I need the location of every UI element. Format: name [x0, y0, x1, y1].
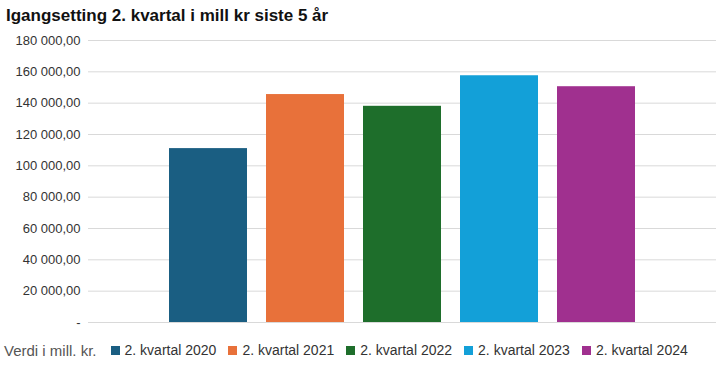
- html-text:2. kvartal 2020: 2. kvartal 2020: [124, 342, 217, 358]
- svg-text:-: -: [76, 315, 80, 330]
- html-text:2. kvartal 2022: 2. kvartal 2022: [360, 342, 453, 358]
- svg-text:60 000,00: 60 000,00: [23, 221, 81, 236]
- svg-text:80 000,00: 80 000,00: [23, 189, 81, 204]
- html-text:2. kvartal 2024: 2. kvartal 2024: [595, 342, 688, 358]
- svg-text:180 000,00: 180 000,00: [15, 33, 80, 48]
- html-text:Verdi i mill. kr.: Verdi i mill. kr.: [4, 341, 97, 359]
- svg-text:160 000,00: 160 000,00: [15, 64, 80, 79]
- svg-text:40 000,00: 40 000,00: [23, 252, 81, 267]
- html-text:2. kvartal 2021: 2. kvartal 2021: [242, 342, 335, 358]
- html-text:2. kvartal 2023: 2. kvartal 2023: [478, 342, 570, 358]
- html-text:Igangsetting 2. kvartal i mill: Igangsetting 2. kvartal i mill kr siste …: [6, 6, 329, 25]
- svg-text:100 000,00: 100 000,00: [15, 158, 80, 173]
- svg-text:20 000,00: 20 000,00: [23, 283, 81, 298]
- svg-text:140 000,00: 140 000,00: [15, 95, 80, 110]
- svg-text:120 000,00: 120 000,00: [15, 127, 80, 142]
